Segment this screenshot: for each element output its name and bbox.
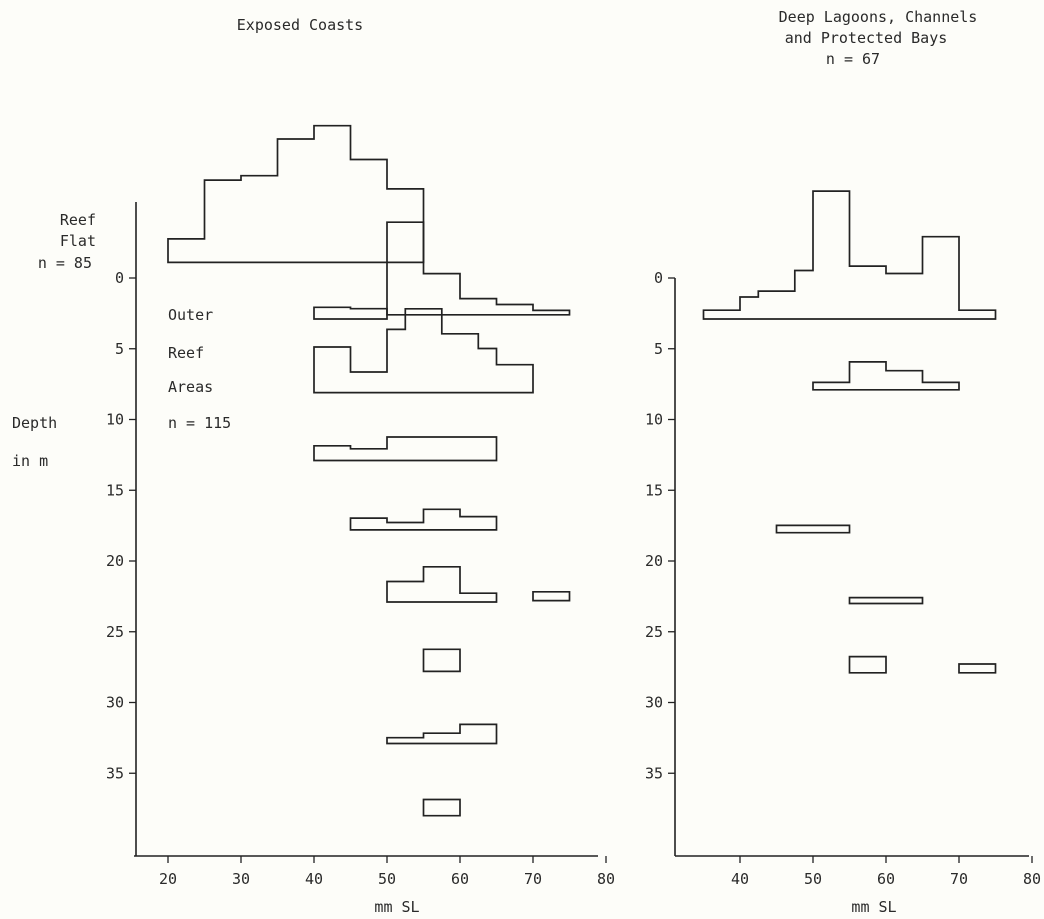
left-panel-title: Exposed Coasts	[237, 16, 363, 34]
y-tick-label: 15	[645, 481, 663, 499]
y-tick-label: 35	[645, 764, 663, 782]
group-label-line: Areas	[168, 378, 213, 396]
histogram-bars	[850, 598, 923, 604]
group-labels: Reef Flat n = 85 Outer Reef Areas n = 115	[38, 211, 231, 432]
right-panel-title: Deep Lagoons, Channels and Protected Bays…	[779, 8, 978, 68]
y-tick-label: 30	[645, 694, 663, 712]
histogram-bars	[314, 307, 387, 319]
left-panel-exposed-coasts: Exposed Coasts Depth in m Reef Flat n = 85 O…	[12, 16, 615, 916]
histogram-bars	[314, 309, 533, 393]
histogram-bars	[959, 664, 996, 673]
right-title-line: Deep Lagoons, Channels	[779, 8, 978, 26]
group-label-line: Reef	[60, 211, 96, 229]
right-panel-deep-lagoons: Deep Lagoons, Channels and Protected Bays…	[645, 8, 1041, 916]
y-tick-label: 0	[115, 269, 124, 287]
group-label-line: n = 85	[38, 254, 92, 272]
right-title-line: and Protected Bays	[785, 29, 948, 47]
y-tick-label: 20	[106, 552, 124, 570]
x-tick-label: 70	[950, 870, 968, 888]
x-tick-label: 40	[305, 870, 323, 888]
x-tick-label: 50	[804, 870, 822, 888]
histogram-bars	[168, 126, 424, 263]
group-label-line: Outer	[168, 306, 213, 324]
y-tick-label: 30	[106, 694, 124, 712]
x-tick-label: 40	[731, 870, 749, 888]
y-tick-label: 15	[106, 481, 124, 499]
y-tick-label: 25	[106, 623, 124, 641]
y-tick-label: 0	[654, 269, 663, 287]
y-tick-label: 10	[106, 411, 124, 429]
y-tick-label: 5	[115, 340, 124, 358]
group-label-line: n = 115	[168, 414, 231, 432]
right-title-line: n = 67	[826, 50, 880, 68]
x-tick-label: 80	[597, 870, 615, 888]
x-tick-label: 70	[524, 870, 542, 888]
group-label-line: Reef	[168, 344, 204, 362]
right-histograms	[704, 191, 996, 673]
histogram-bars	[314, 437, 497, 461]
x-tick-label: 60	[877, 870, 895, 888]
histogram-bars	[387, 724, 497, 743]
histogram-bars	[387, 222, 570, 315]
histogram-bars	[704, 191, 996, 319]
y-tick-label: 25	[645, 623, 663, 641]
x-tick-label: 60	[451, 870, 469, 888]
y-tick-label: 5	[654, 340, 663, 358]
x-tick-label: 50	[378, 870, 396, 888]
group-label-line: Flat	[60, 232, 96, 250]
left-histograms	[168, 126, 570, 816]
left-axes: 0 5 10 15 20 25 30 35 20 30 40 50 60 70 80	[106, 202, 615, 888]
histogram-bars	[424, 800, 461, 816]
histogram-bars	[351, 509, 497, 530]
histogram-bars	[777, 525, 850, 532]
histogram-bars	[533, 592, 570, 601]
y-axis-label-line: in m	[12, 452, 48, 470]
y-axis-label-line: Depth	[12, 414, 57, 432]
histogram-bars	[387, 567, 497, 602]
histogram-bars	[850, 657, 887, 673]
right-x-axis-label: mm SL	[851, 898, 896, 916]
y-tick-label: 35	[106, 764, 124, 782]
histogram-bars	[813, 362, 959, 390]
x-tick-label: 30	[232, 870, 250, 888]
x-tick-label: 80	[1023, 870, 1041, 888]
y-tick-label: 10	[645, 411, 663, 429]
x-tick-label: 20	[159, 870, 177, 888]
right-axes: 0 5 10 15 20 25 30 35 40 50 60 70 80	[645, 269, 1041, 888]
left-x-axis-label: mm SL	[374, 898, 419, 916]
y-tick-label: 20	[645, 552, 663, 570]
y-axis-label: Depth in m	[12, 414, 57, 470]
histogram-bars	[424, 649, 461, 671]
